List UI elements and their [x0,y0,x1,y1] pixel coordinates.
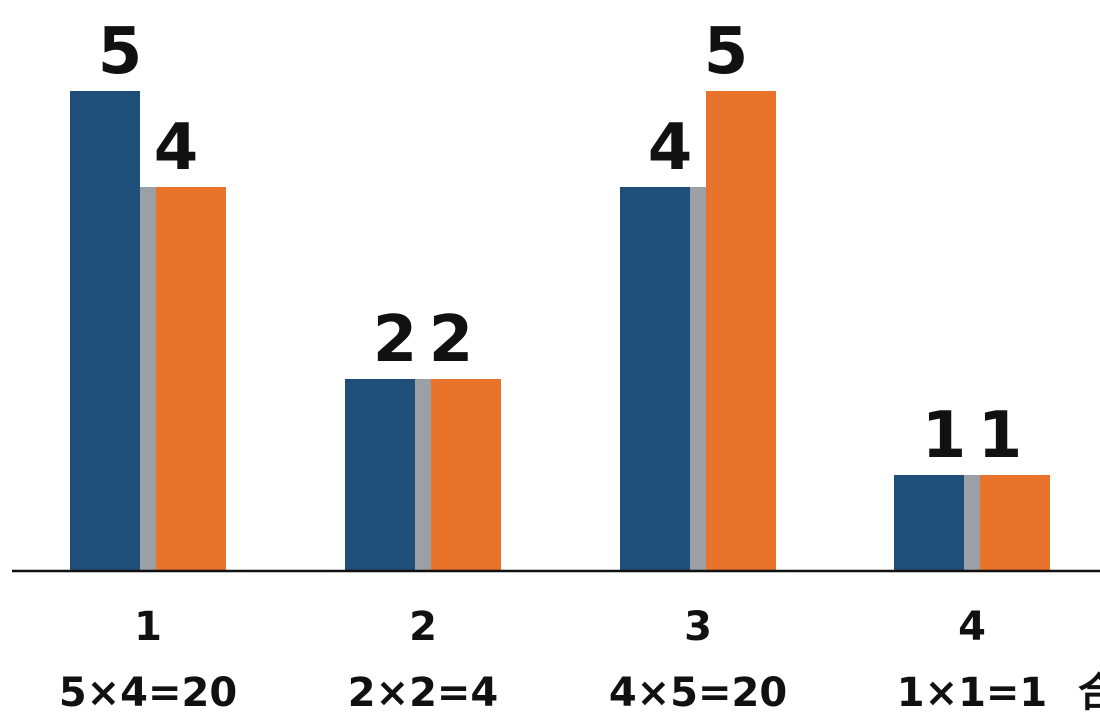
value-label-series2-cat3: 5 [704,15,749,89]
bar-series2-cat2 [431,379,501,571]
value-label-series1-cat1: 5 [98,15,143,89]
category-label-1: 1 [134,604,162,650]
value-label-series1-cat3: 4 [648,111,693,185]
bars-layer [70,91,1050,571]
category-label-3: 3 [684,604,712,650]
category-label-4: 4 [958,604,986,650]
equation-label-3: 4×5=20 [609,670,787,715]
bar-series2-cat3 [706,91,776,571]
bar-separator-cat3 [690,187,706,571]
value-label-series2-cat4: 1 [978,399,1023,473]
equation-label-2: 2×2=4 [348,670,499,715]
partial-total-label: 合 [1078,670,1100,715]
bar-separator-cat4 [964,475,980,571]
equation-label-4: 1×1=1 [897,670,1048,715]
value-label-series2-cat1: 4 [154,111,199,185]
bar-series1-cat2 [345,379,415,571]
value-label-series1-cat4: 1 [922,399,967,473]
bar-series1-cat1 [70,91,140,571]
bar-series2-cat1 [156,187,226,571]
bar-series1-cat3 [620,187,690,571]
bar-series1-cat4 [894,475,964,571]
category-label-2: 2 [409,604,437,650]
value-label-series2-cat2: 2 [429,303,474,377]
bar-separator-cat1 [140,187,156,571]
value-label-series1-cat2: 2 [373,303,418,377]
bar-series2-cat4 [980,475,1050,571]
bar-separator-cat2 [415,379,431,571]
equation-label-1: 5×4=20 [59,670,237,715]
category-labels-layer: 1 5×4=20 2 2×2=4 3 4×5=20 4 1×1=1 [59,604,1047,715]
